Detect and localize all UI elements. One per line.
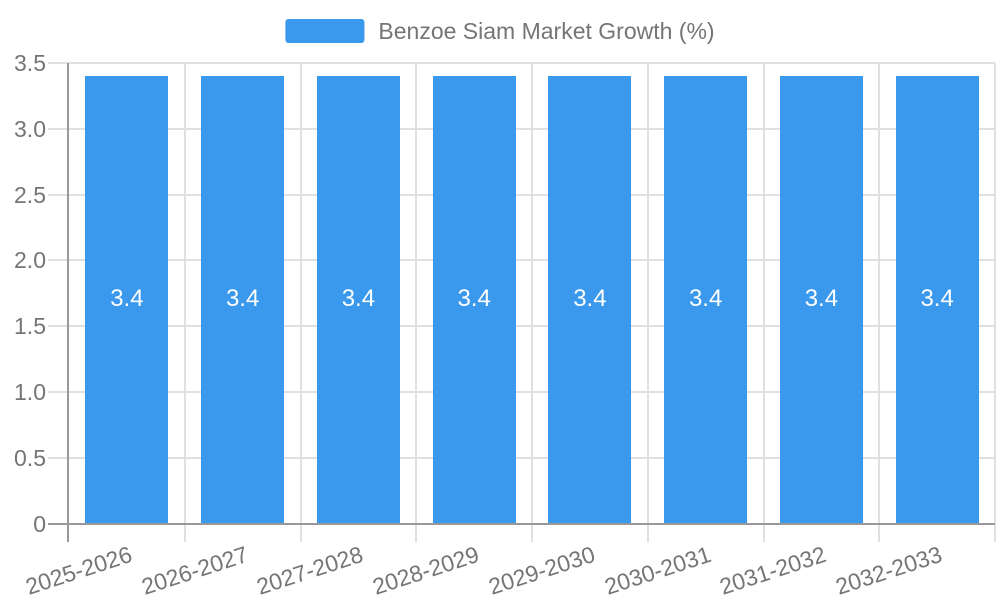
- bar-value-label: 3.4: [457, 285, 491, 313]
- y-gridline: [48, 127, 995, 130]
- x-axis-tick-label: 2028-2029: [369, 541, 483, 600]
- x-axis-tick-label: 2030-2031: [601, 541, 714, 600]
- y-axis-tick-label: 1.0: [14, 378, 46, 405]
- x-gridline: [994, 63, 996, 542]
- bar-value-label: 3.4: [341, 285, 376, 313]
- x-gridline: [762, 63, 765, 542]
- y-axis-tick-label: 0: [33, 510, 46, 537]
- y-axis-tick-label: 1.5: [14, 313, 46, 340]
- bar[interactable]: 3.4: [779, 76, 863, 523]
- bar[interactable]: 3.4: [664, 76, 748, 523]
- y-axis-line: [67, 63, 69, 542]
- x-axis-tick-label: 2026-2027: [138, 541, 251, 600]
- y-axis-tick-label: 0.5: [14, 444, 46, 471]
- bar[interactable]: 3.4: [548, 76, 632, 523]
- legend-item[interactable]: Benzoe Siam Market Growth (%): [285, 18, 715, 44]
- y-gridline: [48, 390, 995, 393]
- x-axis-tick-label: 2032-2033: [832, 541, 946, 600]
- bar-value-label: 3.4: [920, 285, 954, 313]
- bar[interactable]: 3.4: [895, 76, 979, 523]
- x-gridline: [878, 63, 881, 542]
- bar-value-label: 3.4: [110, 285, 144, 313]
- bar-value-label: 3.4: [804, 285, 839, 313]
- bar[interactable]: 3.4: [432, 76, 516, 523]
- legend-label: Benzoe Siam Market Growth (%): [378, 18, 715, 44]
- x-axis-line: [48, 522, 995, 525]
- y-gridline: [48, 325, 995, 328]
- x-axis-tick-label: 2027-2028: [253, 541, 367, 600]
- x-gridline: [299, 63, 302, 542]
- x-gridline: [531, 63, 533, 542]
- y-axis-tick-label: 3.5: [14, 50, 46, 76]
- legend-swatch: [285, 19, 365, 43]
- x-gridline: [415, 63, 418, 542]
- bar-value-label: 3.4: [573, 285, 607, 313]
- x-axis-tick-label: 2029-2030: [485, 541, 598, 600]
- bar-value-label: 3.4: [225, 285, 260, 313]
- x-gridline: [183, 63, 186, 542]
- y-axis-tick-label: 3.0: [14, 115, 46, 142]
- x-axis-tick-label: 2025-2026: [22, 541, 135, 600]
- bar[interactable]: 3.4: [201, 76, 285, 523]
- y-axis-tick-label: 2.5: [14, 181, 46, 208]
- y-gridline: [48, 62, 995, 64]
- y-gridline: [48, 456, 995, 459]
- y-axis-tick-label: 2.0: [14, 247, 46, 274]
- bar[interactable]: 3.4: [85, 76, 169, 523]
- bar[interactable]: 3.4: [316, 76, 400, 523]
- y-gridline: [48, 193, 995, 196]
- x-axis-tick-label: 2031-2032: [716, 541, 830, 600]
- bar-value-label: 3.4: [688, 285, 723, 313]
- x-gridline: [646, 63, 649, 542]
- y-gridline: [48, 259, 995, 262]
